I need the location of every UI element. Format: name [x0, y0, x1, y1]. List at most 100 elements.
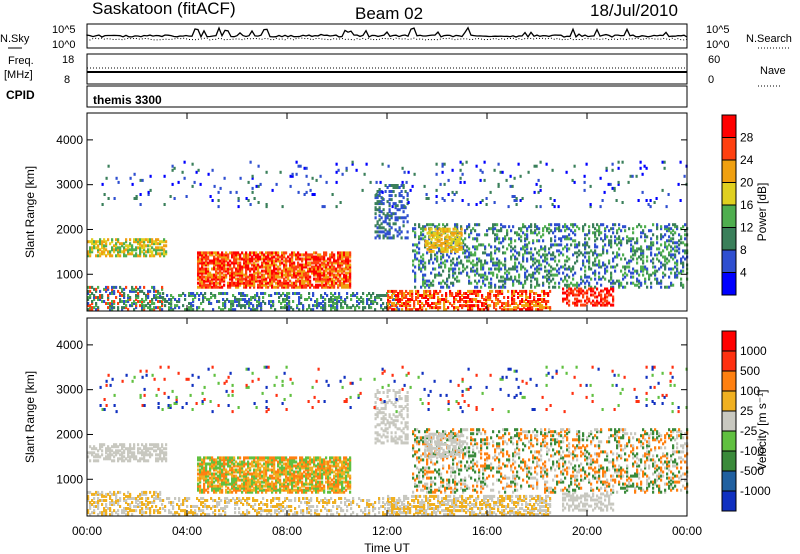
heatmap-cell	[422, 233, 425, 237]
heatmap-cell	[480, 259, 483, 263]
heatmap-cell	[319, 275, 322, 279]
heatmap-cell	[488, 271, 491, 275]
heatmap-cell	[315, 279, 318, 283]
heatmap-cell	[339, 279, 342, 283]
heatmap-cell	[632, 281, 635, 285]
heatmap-cell	[161, 459, 164, 463]
heatmap-cell	[119, 294, 122, 297]
heatmap-cell	[636, 241, 639, 245]
heatmap-cell	[444, 265, 447, 269]
heatmap-cell	[149, 174, 152, 178]
heatmap-cell	[253, 281, 256, 285]
heatmap-cell	[350, 294, 353, 297]
heatmap-cell	[151, 298, 154, 301]
heatmap-cell	[378, 208, 381, 212]
heatmap-cell	[129, 451, 132, 455]
heatmap-cell	[600, 237, 603, 241]
heatmap-cell	[668, 259, 671, 263]
heatmap-cell	[391, 296, 394, 299]
heatmap-cell	[608, 243, 611, 247]
heatmap-cell	[508, 243, 511, 247]
heatmap-cell	[207, 478, 210, 482]
heatmap-cell	[211, 277, 214, 281]
heatmap-cell	[586, 233, 589, 237]
heatmap-cell	[342, 300, 345, 303]
heatmap-cell	[463, 300, 466, 303]
heatmap-cell	[594, 263, 597, 267]
heatmap-cell	[347, 279, 350, 283]
heatmap-cell	[378, 194, 381, 198]
heatmap-cell	[313, 255, 316, 259]
heatmap-cell	[145, 443, 148, 447]
heatmap-cell	[465, 304, 468, 308]
heatmap-cell	[582, 253, 585, 257]
heatmap-cell	[115, 246, 118, 250]
heatmap-cell	[222, 298, 225, 301]
heatmap-cell	[267, 251, 270, 255]
heatmap-cell	[190, 294, 193, 297]
heatmap-cell	[239, 257, 242, 261]
heatmap-cell	[481, 294, 484, 297]
heatmap-cell	[495, 298, 498, 301]
heatmap-cell	[137, 451, 140, 455]
heatmap-cell	[219, 255, 222, 259]
heatmap-cell	[260, 292, 263, 295]
heatmap-cell	[199, 283, 202, 287]
heatmap-cell	[387, 308, 390, 312]
heatmap-cell	[434, 243, 437, 247]
heatmap-cell	[558, 281, 561, 285]
heatmap-cell	[275, 253, 278, 257]
heatmap-cell	[416, 245, 419, 249]
heatmap-cell	[628, 237, 631, 241]
heatmap-cell	[636, 249, 639, 253]
heatmap-cell	[466, 249, 469, 253]
heatmap-cell	[255, 267, 258, 271]
heatmap-cell	[331, 281, 334, 285]
heatmap-cell	[141, 306, 144, 310]
heatmap-cell	[199, 470, 202, 474]
heatmap-cell	[349, 267, 352, 271]
heatmap-cell	[89, 289, 92, 293]
heatmap-cell	[147, 449, 150, 453]
heatmap-cell	[323, 277, 326, 281]
heatmap-cell	[649, 199, 652, 202]
heatmap-cell	[430, 231, 433, 235]
heatmap-cell	[380, 200, 383, 204]
velocity-heatmap-cells	[87, 365, 689, 517]
heatmap-cell	[434, 227, 437, 231]
heatmap-cell	[454, 225, 457, 229]
heatmap-cell	[329, 257, 332, 261]
heatmap-cell	[243, 273, 246, 277]
heatmap-cell	[390, 226, 393, 230]
heatmap-cell	[267, 255, 270, 259]
heatmap-cell	[605, 168, 608, 172]
heatmap-cell	[332, 306, 335, 310]
heatmap-cell	[159, 306, 162, 310]
heatmap-cell	[478, 233, 481, 237]
heatmap-cell	[289, 257, 292, 261]
heatmap-cell	[277, 255, 280, 259]
heatmap-cell	[213, 488, 216, 492]
heatmap-cell	[419, 294, 422, 297]
heatmap-cell	[103, 499, 106, 502]
heatmap-cell	[222, 302, 225, 305]
heatmap-cell	[386, 216, 389, 220]
heatmap-cell	[327, 271, 330, 275]
heatmap-cell	[446, 277, 449, 281]
heatmap-cell	[331, 269, 334, 273]
heatmap-cell	[423, 184, 426, 188]
heatmap-cell	[297, 265, 300, 269]
heatmap-cell	[159, 447, 162, 451]
heatmap-cell	[576, 255, 579, 259]
heatmap-cell	[636, 237, 639, 241]
heatmap-cell	[471, 300, 474, 303]
heatmap-cell	[115, 497, 118, 500]
heatmap-cell	[95, 308, 98, 312]
heatmap-cell	[550, 245, 553, 249]
heatmap-cell	[243, 265, 246, 269]
heatmap-cell	[235, 273, 238, 277]
heatmap-cell	[143, 451, 146, 455]
heatmap-cell	[443, 182, 446, 186]
heatmap-cell	[129, 244, 132, 248]
heatmap-cell	[441, 164, 444, 168]
